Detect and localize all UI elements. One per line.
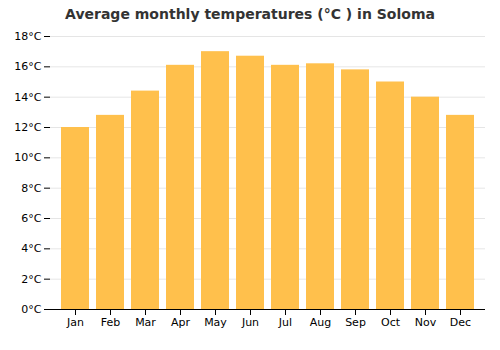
- svg-text:Sep: Sep: [345, 316, 366, 329]
- svg-text:2°C: 2°C: [21, 273, 41, 286]
- svg-text:14°C: 14°C: [14, 91, 41, 104]
- svg-text:Oct: Oct: [381, 316, 401, 329]
- svg-text:4°C: 4°C: [21, 242, 41, 255]
- svg-text:10°C: 10°C: [14, 151, 41, 164]
- svg-text:8°C: 8°C: [21, 182, 41, 195]
- svg-text:Jun: Jun: [241, 316, 259, 329]
- svg-text:Mar: Mar: [135, 316, 156, 329]
- svg-text:Feb: Feb: [101, 316, 120, 329]
- svg-text:0°C: 0°C: [21, 303, 41, 316]
- svg-text:Dec: Dec: [450, 316, 471, 329]
- svg-text:16°C: 16°C: [14, 60, 41, 73]
- svg-text:Jan: Jan: [66, 316, 84, 329]
- svg-text:May: May: [204, 316, 227, 329]
- svg-text:12°C: 12°C: [14, 121, 41, 134]
- svg-text:Jul: Jul: [278, 316, 292, 329]
- svg-text:6°C: 6°C: [21, 212, 41, 225]
- html-text:Average monthly temperatures (: Average monthly temperatures (°C ) in So…: [65, 6, 435, 22]
- svg-text:Aug: Aug: [310, 316, 331, 329]
- svg-text:Nov: Nov: [415, 316, 437, 329]
- svg-text:Apr: Apr: [171, 316, 191, 329]
- svg-text:18°C: 18°C: [14, 30, 41, 43]
